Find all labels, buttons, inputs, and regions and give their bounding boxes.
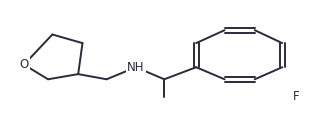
Text: O: O (19, 58, 28, 71)
Text: F: F (293, 90, 300, 103)
Text: NH: NH (127, 61, 145, 74)
